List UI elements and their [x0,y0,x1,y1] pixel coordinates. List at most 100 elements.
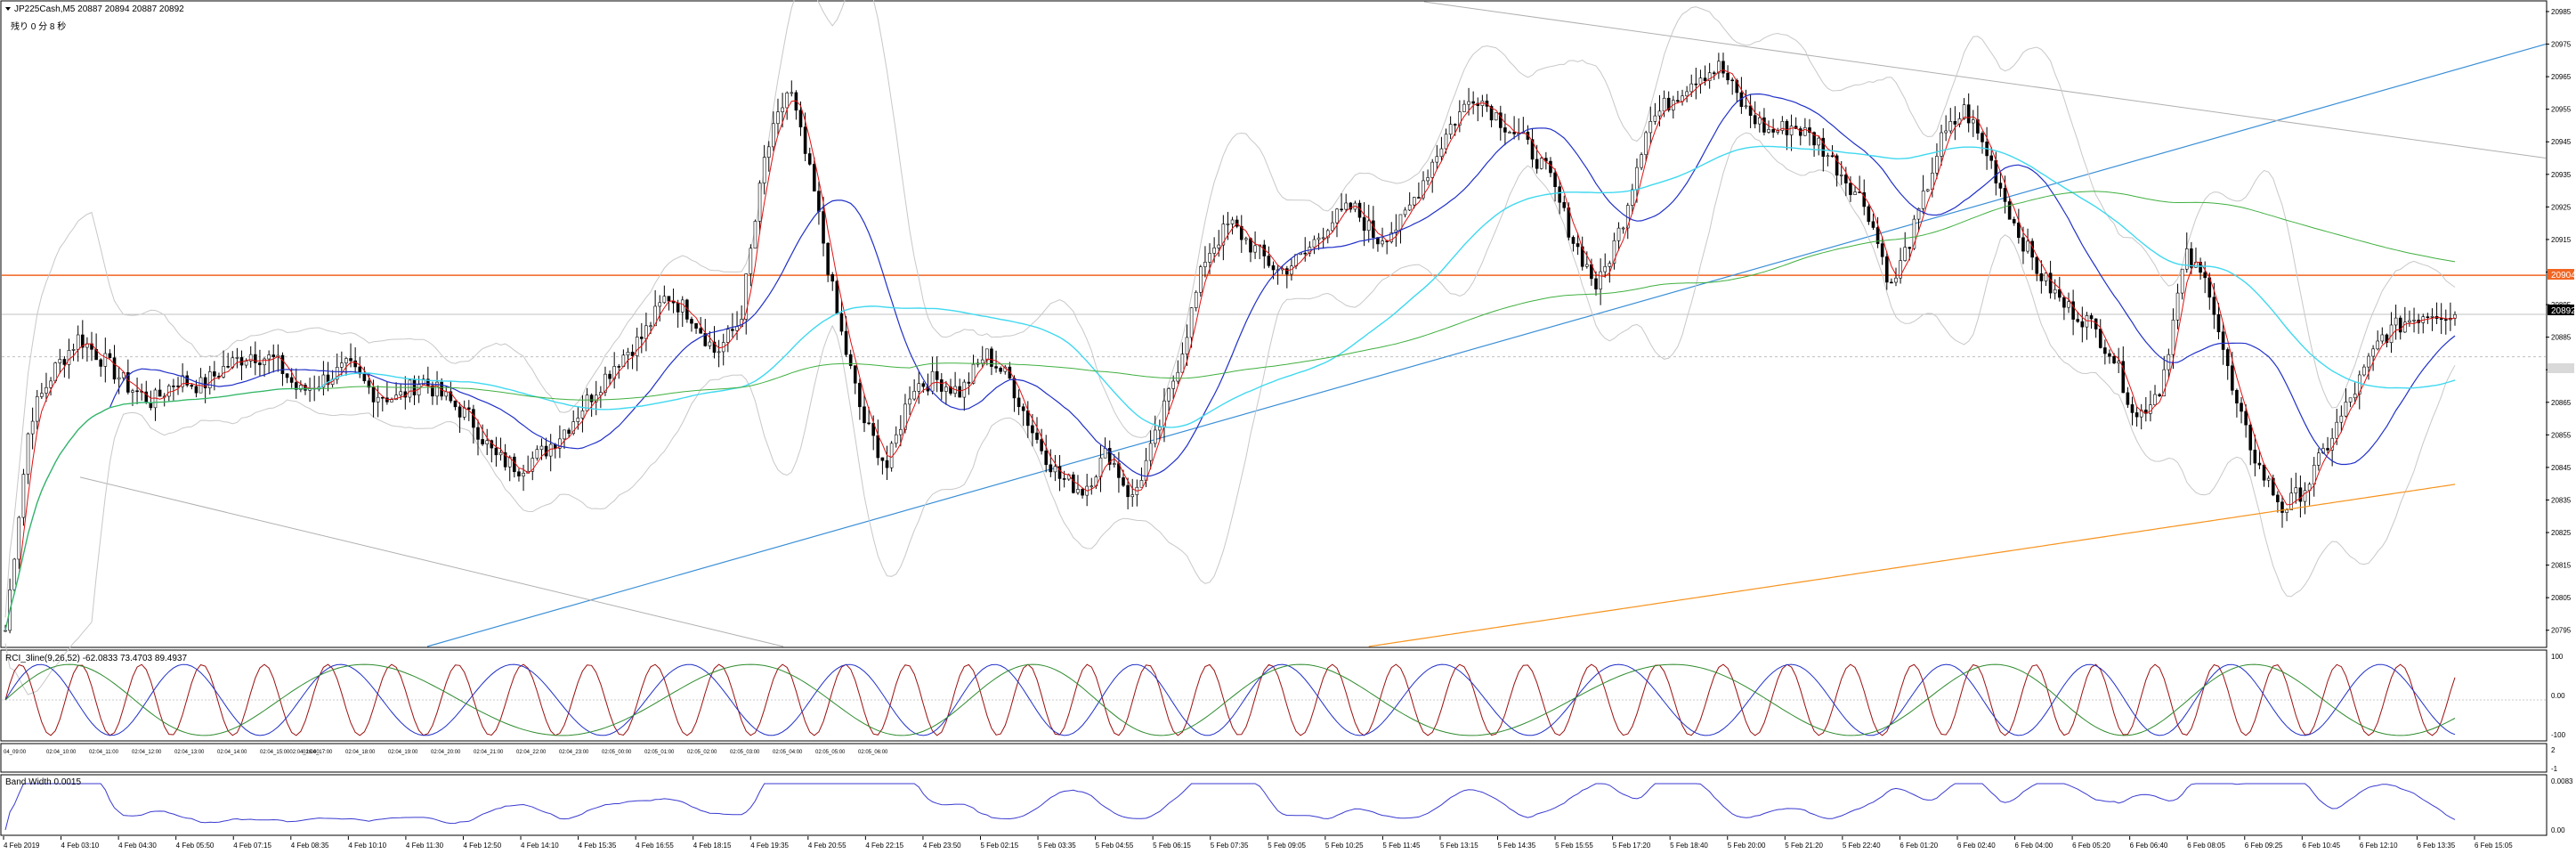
candle-body [1853,191,1857,195]
time-tick-label: 6 Feb 02:40 [1957,842,1996,850]
candle-body [299,385,303,390]
candle-body [1503,127,1507,133]
candle-body [462,407,466,418]
bid-price-label: 20904 [2551,271,2576,281]
candle-body [2017,223,2021,239]
time-tick-label: 5 Feb 17:20 [1613,842,1651,850]
candle-body [1817,137,1820,146]
candle-body [1153,429,1157,444]
bandwidth-line [4,783,2456,831]
collapse-triangle-icon[interactable] [5,7,11,11]
candle-body [1707,72,1712,81]
trendline-down-top[interactable] [1423,1,2547,159]
candle-body [2026,240,2029,252]
time-tick-label: 5 Feb 07:35 [1211,842,1249,850]
candle-body [2003,188,2007,202]
candle-body [476,427,480,440]
rci-panel[interactable] [0,649,2548,742]
candle-body [781,107,784,112]
candle-body [835,281,839,314]
candle-body [2253,450,2257,464]
candle-body [640,337,644,339]
mini-time-label: 02:04_12:00 [132,750,162,755]
candle-body [990,348,993,367]
candle-body [1212,248,1216,254]
candle-body [1221,224,1226,246]
main-price-panel[interactable] [0,0,2548,648]
candle-body [1594,278,1598,289]
price-tick-label: 20855 [2551,431,2572,439]
candle-body [1944,130,1948,134]
candle-body [1512,132,1516,134]
trendline-down-bottom[interactable] [79,476,784,647]
time-tick-label: 6 Feb 15:05 [2475,842,2513,850]
mini-time-labels: 04_09:00 02:04_10:00 02:04_11:00 02:04_12:0… [4,750,888,755]
candle-body [326,374,330,386]
candle-body [1758,117,1762,125]
candle-body [1875,227,1880,244]
candle-body [1657,110,1662,117]
countdown-text: 残り 0 分 8 秒 [11,20,66,32]
candle-body [2294,487,2298,494]
candle-body [335,367,339,380]
candle-body [2098,329,2102,348]
rci-long-line [4,663,2456,736]
candle-body [2348,397,2353,403]
candle-body [1703,77,1707,81]
mini-panel[interactable] [0,743,2548,773]
candle-body [2262,464,2266,481]
candle-body [1903,247,1908,261]
candle-body [1244,238,1248,240]
bollinger-lower-band [4,132,2456,695]
candle-body [380,396,385,399]
mini-time-label: 02:05_05:00 [815,750,846,755]
price-tick-label: 20935 [2551,171,2572,179]
candle-body [1435,156,1439,163]
candle-body [544,445,548,457]
candle-body [1331,222,1334,232]
candle-body [304,385,307,391]
candle-body [2190,248,2193,268]
candle-body [2285,509,2288,513]
candle-body [744,273,749,320]
candle-body [1180,354,1185,373]
candle-body [1830,155,1835,158]
candle-body [1989,155,1994,161]
candle-body [1139,480,1144,488]
mini-time-label: 02:05_06:00 [858,750,888,755]
candle-body [194,386,198,394]
mini-time-label: 02:05_04:00 [773,750,803,755]
time-tick-label: 5 Feb 18:40 [1670,842,1708,850]
candle-body [917,383,921,392]
time-tick-label: 6 Feb 10:45 [2302,842,2340,850]
trendline-up[interactable] [426,43,2547,647]
time-tick-label: 5 Feb 04:55 [1096,842,1134,850]
candle-body [1494,112,1498,121]
candle-body [817,191,821,212]
candle-body [1894,277,1898,283]
candle-body [1044,451,1049,466]
candle-body [131,390,134,393]
candle-body [135,390,139,393]
candle-body [1508,132,1511,134]
candle-body [1698,77,1703,85]
candle-body [340,362,344,368]
candle-body [1612,240,1616,264]
candle-body [1717,61,1721,74]
candle-body [1935,156,1939,174]
candle-body [2439,318,2443,321]
candle-body [2430,315,2434,318]
candle-body [1721,61,1725,74]
candle-body [2035,256,2039,274]
candle-body [2339,415,2344,423]
candle-body [1448,124,1453,135]
candle-body [71,349,76,351]
candle-body [635,337,639,356]
candle-body [181,375,184,387]
candle-body [967,381,971,384]
candle-body [80,334,85,348]
candle-body [630,352,635,356]
time-tick-label: 4 Feb 08:35 [291,842,329,850]
candle-body [776,111,780,125]
